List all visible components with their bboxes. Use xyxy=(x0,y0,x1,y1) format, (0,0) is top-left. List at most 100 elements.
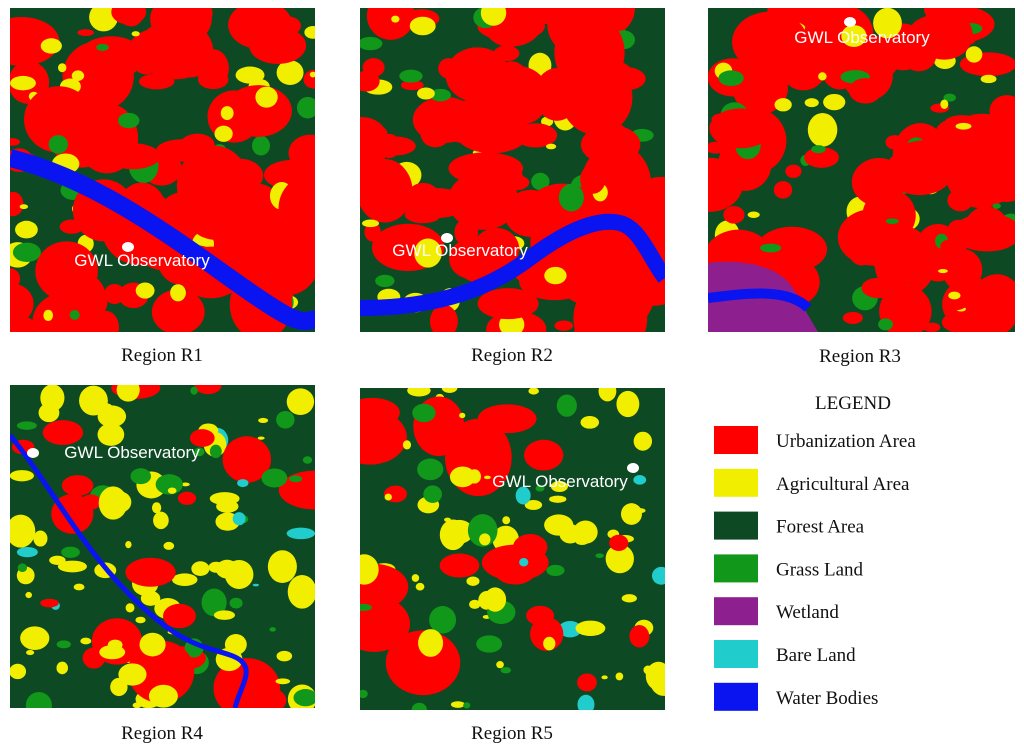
land-patch xyxy=(125,541,132,549)
land-patch xyxy=(360,409,407,465)
land-patch xyxy=(10,663,27,680)
land-patch xyxy=(213,610,235,620)
land-patch xyxy=(135,616,146,624)
land-use-map xyxy=(10,8,315,332)
land-patch xyxy=(575,620,606,636)
land-patch xyxy=(415,582,425,591)
land-patch xyxy=(57,63,67,73)
land-patch xyxy=(220,106,234,121)
land-patch xyxy=(10,138,20,146)
land-patch xyxy=(360,159,413,223)
land-patch xyxy=(360,603,372,611)
land-patch xyxy=(12,242,41,263)
land-patch xyxy=(627,181,659,217)
land-patch xyxy=(190,386,198,395)
land-patch xyxy=(26,649,35,656)
land-patch xyxy=(732,11,808,73)
land-patch xyxy=(296,96,315,119)
observatory-label: GWL Observatory xyxy=(64,443,200,462)
land-patch xyxy=(600,66,646,91)
land-patch xyxy=(558,183,584,212)
land-patch xyxy=(360,595,410,652)
land-patch xyxy=(125,557,176,587)
land-patch xyxy=(477,288,539,320)
observatory-label: GWL Observatory xyxy=(392,241,528,260)
land-patch xyxy=(549,495,567,503)
land-patch xyxy=(951,127,975,141)
land-patch xyxy=(177,491,197,505)
land-patch xyxy=(48,135,68,154)
land-patch xyxy=(181,482,190,487)
land-patch xyxy=(528,388,539,395)
legend-title: LEGEND xyxy=(815,393,891,414)
legend-swatch xyxy=(714,597,758,626)
legend-label: Bare Land xyxy=(776,645,856,666)
land-patch xyxy=(649,664,665,696)
land-patch xyxy=(235,66,265,84)
land-patch xyxy=(504,189,558,237)
land-patch xyxy=(10,191,24,217)
land-patch xyxy=(651,566,665,585)
land-patch xyxy=(302,456,313,464)
land-patch xyxy=(620,503,642,525)
land-patch xyxy=(965,46,983,63)
land-patch xyxy=(42,420,84,445)
land-patch xyxy=(224,208,266,246)
land-patch xyxy=(515,486,531,505)
region-caption: Region R2 xyxy=(471,345,553,366)
land-patch xyxy=(286,527,315,540)
land-patch xyxy=(163,603,196,629)
land-patch xyxy=(79,301,101,325)
land-patch xyxy=(841,25,867,47)
land-patch xyxy=(97,423,125,446)
land-patch xyxy=(429,606,457,634)
land-patch xyxy=(546,564,565,576)
land-patch xyxy=(774,98,792,112)
land-patch xyxy=(514,123,558,148)
land-patch xyxy=(189,429,215,447)
land-patch xyxy=(374,136,416,156)
land-patch xyxy=(496,661,504,669)
land-patch xyxy=(111,8,147,25)
land-patch xyxy=(459,412,466,419)
land-patch xyxy=(430,88,451,102)
land-patch xyxy=(127,640,195,703)
land-patch xyxy=(574,320,594,332)
land-patch xyxy=(577,694,595,710)
land-patch xyxy=(411,574,420,582)
land-patch xyxy=(463,702,471,709)
land-patch xyxy=(10,75,36,91)
land-patch xyxy=(481,544,549,581)
land-patch xyxy=(370,126,388,143)
land-patch xyxy=(414,238,442,268)
land-patch xyxy=(418,629,444,657)
land-patch xyxy=(194,385,222,395)
land-patch xyxy=(222,436,272,483)
land-patch xyxy=(885,135,904,150)
land-patch xyxy=(96,55,134,90)
land-patch xyxy=(117,112,140,129)
land-patch xyxy=(130,468,152,485)
land-patch xyxy=(258,417,269,424)
land-patch xyxy=(309,71,315,78)
land-patch xyxy=(633,475,647,485)
observatory-marker xyxy=(122,242,134,252)
land-patch xyxy=(441,388,458,393)
land-patch xyxy=(391,15,400,23)
land-patch xyxy=(980,74,997,84)
land-patch xyxy=(69,310,80,320)
land-patch xyxy=(580,164,606,194)
land-patch xyxy=(96,43,109,51)
land-patch xyxy=(118,663,147,686)
land-patch xyxy=(429,304,458,332)
land-patch xyxy=(24,86,94,153)
land-patch xyxy=(80,494,102,510)
land-patch xyxy=(500,667,512,674)
land-patch xyxy=(150,8,212,45)
land-patch xyxy=(56,661,69,675)
observatory-marker xyxy=(627,463,639,473)
land-patch xyxy=(10,268,21,290)
land-patch xyxy=(71,70,85,81)
land-patch xyxy=(580,415,600,429)
